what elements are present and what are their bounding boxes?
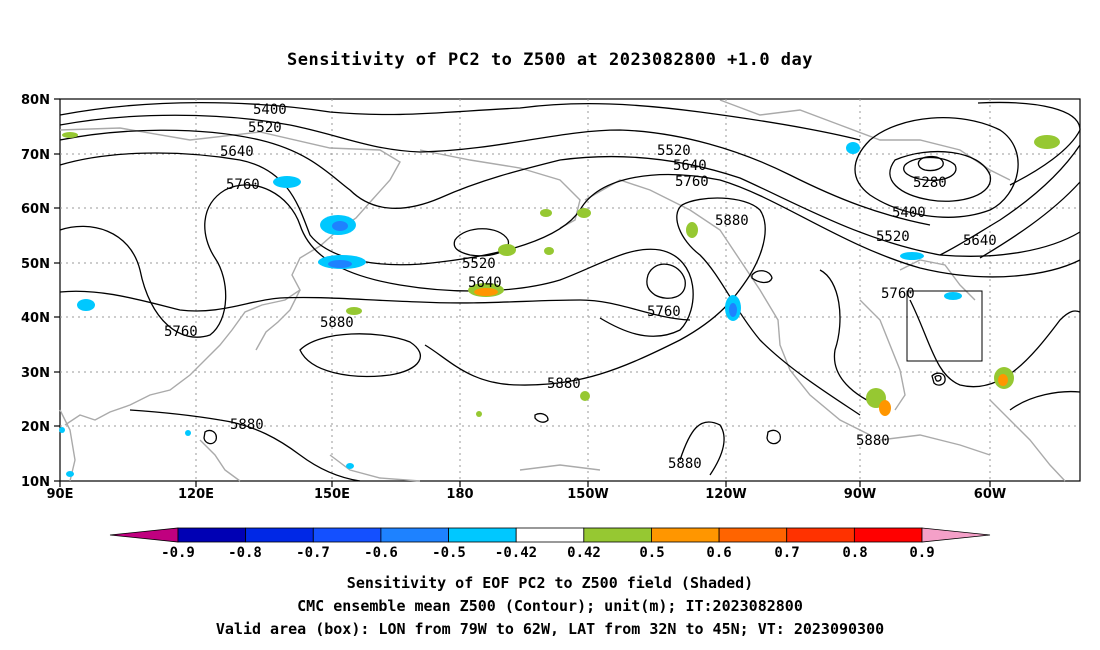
lon-label: 60W <box>974 487 1006 502</box>
contour-label: 5640 <box>468 275 502 291</box>
contour-label: 5880 <box>547 376 581 392</box>
contour-label: 5640 <box>673 158 707 174</box>
colorbar-labels: -0.9 -0.8 -0.7 -0.6 -0.5 -0.42 0.42 0.5 … <box>161 545 935 561</box>
contour-label: 5760 <box>164 324 198 340</box>
contour-label: 5520 <box>876 229 910 245</box>
lat-ticks <box>54 98 991 487</box>
contour-label: 5640 <box>220 144 254 160</box>
contour-label: 5400 <box>892 205 926 221</box>
lat-label: 10N <box>21 475 50 490</box>
colorbar-label: 0.5 <box>639 545 664 561</box>
lon-label: 180 <box>446 487 473 502</box>
colorbar-right-arrow <box>921 527 991 543</box>
lon-label: 150E <box>314 487 350 502</box>
map-title: Sensitivity of PC2 to Z500 at 2023082800… <box>286 50 813 70</box>
contour-label-group: 5400 5520 5640 5760 5760 5880 5880 5520 … <box>164 102 997 472</box>
colorbar-label: 0.9 <box>909 545 934 561</box>
contour-label: 5520 <box>462 256 496 272</box>
lon-label: 90E <box>47 487 74 502</box>
contour-label: 5880 <box>715 213 749 229</box>
colorbar-left-arrow <box>109 527 179 543</box>
lat-label: 50N <box>21 257 50 272</box>
lon-label: 120E <box>178 487 214 502</box>
lon-label: 90W <box>844 487 876 502</box>
colorbar-swatch <box>718 527 788 543</box>
contour-label: 5400 <box>253 102 287 118</box>
coastlines <box>59 99 1066 482</box>
colorbar-label: 0.7 <box>774 545 799 561</box>
lat-label: 40N <box>21 311 50 326</box>
z500-contours <box>59 101 1081 482</box>
contour-label: 5520 <box>248 120 282 136</box>
lat-label: 70N <box>21 148 50 163</box>
colorbar-label: 0.42 <box>567 545 601 561</box>
colorbar-swatch <box>853 527 923 543</box>
colorbar-swatch <box>515 527 585 543</box>
contour-label: 5760 <box>226 177 260 193</box>
contour-label: 5520 <box>657 143 691 159</box>
colorbar-label: 0.8 <box>842 545 867 561</box>
contour-label: 5880 <box>320 315 354 331</box>
contour-label: 5280 <box>913 175 947 191</box>
contour-label: 5760 <box>647 304 681 320</box>
colorbar-label: -0.6 <box>364 545 398 561</box>
caption-line-1: Sensitivity of EOF PC2 to Z500 field (Sh… <box>346 574 754 592</box>
colorbar-label: -0.8 <box>228 545 262 561</box>
colorbar-swatch <box>786 527 855 543</box>
colorbar-swatch <box>245 527 314 543</box>
colorbar-swatch <box>380 527 449 543</box>
colorbar-label: -0.5 <box>432 545 466 561</box>
colorbar-label: 0.6 <box>706 545 731 561</box>
contour-label: 5640 <box>963 233 997 249</box>
lat-label: 80N <box>21 93 50 108</box>
colorbar <box>109 527 991 543</box>
colorbar-label: -0.7 <box>296 545 330 561</box>
contour-label: 5760 <box>675 174 709 190</box>
colorbar-label: -0.42 <box>495 545 537 561</box>
lat-label: 20N <box>21 420 50 435</box>
contour-label: 5880 <box>668 456 702 472</box>
lon-axis: 90E 120E 150E 180 150W 120W 90W 60W <box>47 487 1007 502</box>
caption-line-3: Valid area (box): LON from 79W to 62W, L… <box>215 620 885 638</box>
contour-label: 5880 <box>230 417 264 433</box>
colorbar-swatch <box>312 527 382 543</box>
grid-lines <box>60 99 1080 481</box>
colorbar-swatch <box>448 527 517 543</box>
colorbar-swatch <box>177 527 247 543</box>
lon-label: 120W <box>705 487 746 502</box>
caption-line-2: CMC ensemble mean Z500 (Contour); unit(m… <box>297 597 803 615</box>
sensitivity-shading <box>59 132 1060 477</box>
contour-label: 5760 <box>881 286 915 302</box>
colorbar-swatch <box>583 527 652 543</box>
lon-label: 150W <box>567 487 608 502</box>
lat-axis: 80N 70N 60N 50N 40N 30N 20N 10N <box>21 93 50 490</box>
lat-label: 30N <box>21 366 50 381</box>
colorbar-label: -0.9 <box>161 545 195 561</box>
colorbar-swatch <box>651 527 720 543</box>
contour-label: 5880 <box>856 433 890 449</box>
plot-frame <box>59 98 1081 482</box>
valid-area-box <box>906 290 983 362</box>
lat-label: 60N <box>21 202 50 217</box>
